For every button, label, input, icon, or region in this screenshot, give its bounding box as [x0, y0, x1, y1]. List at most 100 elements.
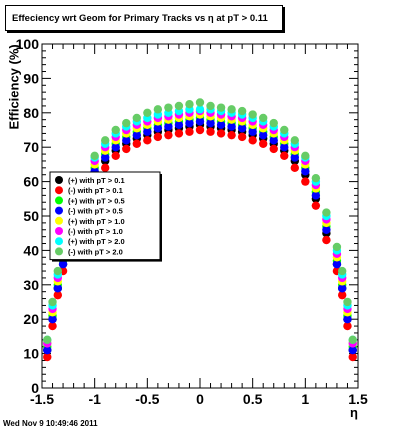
legend-label: (-) with pT > 0.5 — [68, 207, 123, 216]
data-point — [227, 105, 236, 114]
x-tick-label: 1 — [301, 391, 309, 407]
chart-title: Effeciency wrt Geom for Primary Tracks v… — [5, 5, 283, 31]
y-tick-label: 100 — [16, 36, 40, 52]
y-tick-label: 70 — [23, 139, 39, 155]
data-point — [48, 321, 57, 331]
data-point — [322, 208, 331, 217]
data-point — [311, 191, 321, 200]
data-point — [111, 143, 120, 152]
legend-label: (-) with pT > 0.1 — [68, 186, 123, 195]
data-point — [322, 225, 331, 234]
y-tick-label: 40 — [23, 242, 39, 258]
y-tick-label: 30 — [23, 277, 39, 293]
data-point — [311, 173, 321, 183]
y-tick-label: 0 — [31, 380, 39, 396]
data-point — [338, 290, 347, 300]
data-point — [290, 163, 299, 173]
data-point — [101, 163, 110, 173]
data-point — [206, 118, 215, 128]
data-point — [269, 118, 278, 128]
data-point — [248, 136, 257, 145]
data-point — [153, 124, 163, 133]
data-point — [53, 266, 62, 276]
data-point — [322, 235, 331, 245]
data-point — [206, 127, 215, 136]
data-point — [269, 144, 278, 154]
data-point — [290, 153, 299, 162]
data-point — [280, 151, 289, 160]
data-point — [290, 136, 299, 145]
legend-marker — [55, 216, 63, 225]
legend-marker — [55, 196, 63, 205]
data-point — [174, 129, 184, 138]
legend-label: (+) with pT > 0.5 — [68, 196, 125, 205]
data-point — [43, 352, 52, 362]
legend-label: (-) with pT > 2.0 — [68, 247, 123, 256]
data-point — [185, 118, 194, 128]
y-tick-label: 80 — [23, 105, 39, 121]
data-point — [248, 127, 257, 136]
y-tick-label: 60 — [23, 174, 39, 190]
data-point — [164, 122, 173, 131]
x-tick-label: 1.5 — [348, 391, 368, 407]
data-point — [280, 125, 289, 135]
data-point — [332, 242, 342, 252]
data-point — [259, 130, 268, 140]
data-point — [206, 101, 215, 111]
y-tick-label: 10 — [23, 346, 39, 362]
data-point — [301, 167, 310, 176]
x-tick-label: -1 — [88, 391, 101, 407]
data-point — [301, 177, 310, 186]
data-point — [269, 136, 278, 145]
data-point — [48, 297, 57, 307]
data-point — [164, 103, 173, 112]
data-point — [280, 143, 289, 152]
data-point — [301, 151, 310, 160]
data-point — [259, 139, 268, 148]
data-point — [237, 106, 247, 116]
data-point — [111, 151, 120, 160]
data-point — [90, 151, 99, 160]
data-point — [237, 124, 247, 133]
legend-label: (+) with pT > 1.0 — [68, 217, 125, 226]
data-point — [259, 113, 268, 123]
data-point — [343, 321, 352, 331]
data-point — [185, 100, 194, 109]
data-point — [195, 125, 205, 135]
data-point — [174, 120, 184, 130]
data-point — [153, 105, 163, 114]
legend-marker — [55, 247, 63, 256]
data-point — [101, 136, 110, 145]
y-tick-label: 50 — [23, 208, 39, 224]
data-point — [338, 266, 347, 276]
data-point — [53, 284, 62, 293]
legend-marker — [55, 227, 63, 235]
data-point — [348, 335, 357, 345]
legend-label: (-) with pT > 1.0 — [68, 227, 123, 236]
legend-marker — [55, 186, 63, 195]
data-point — [195, 98, 205, 107]
x-tick-label: 0.5 — [243, 391, 263, 407]
data-point — [132, 130, 141, 140]
legend-marker — [55, 176, 63, 184]
data-point — [122, 118, 131, 128]
data-point — [164, 130, 173, 140]
data-point — [338, 284, 347, 293]
data-point — [332, 259, 342, 269]
data-point — [195, 105, 205, 114]
data-point — [101, 153, 110, 162]
data-point — [216, 103, 226, 112]
data-point — [122, 144, 131, 154]
data-point — [348, 352, 357, 362]
y-tick-label: 90 — [23, 70, 39, 86]
data-point — [185, 127, 194, 136]
x-tick-label: 0 — [196, 391, 204, 407]
data-point — [227, 122, 236, 131]
data-point — [53, 290, 62, 300]
data-point — [58, 259, 68, 269]
x-tick-label: -0.5 — [135, 391, 159, 407]
data-point — [216, 120, 226, 130]
data-point — [122, 136, 131, 145]
data-point — [48, 315, 57, 324]
